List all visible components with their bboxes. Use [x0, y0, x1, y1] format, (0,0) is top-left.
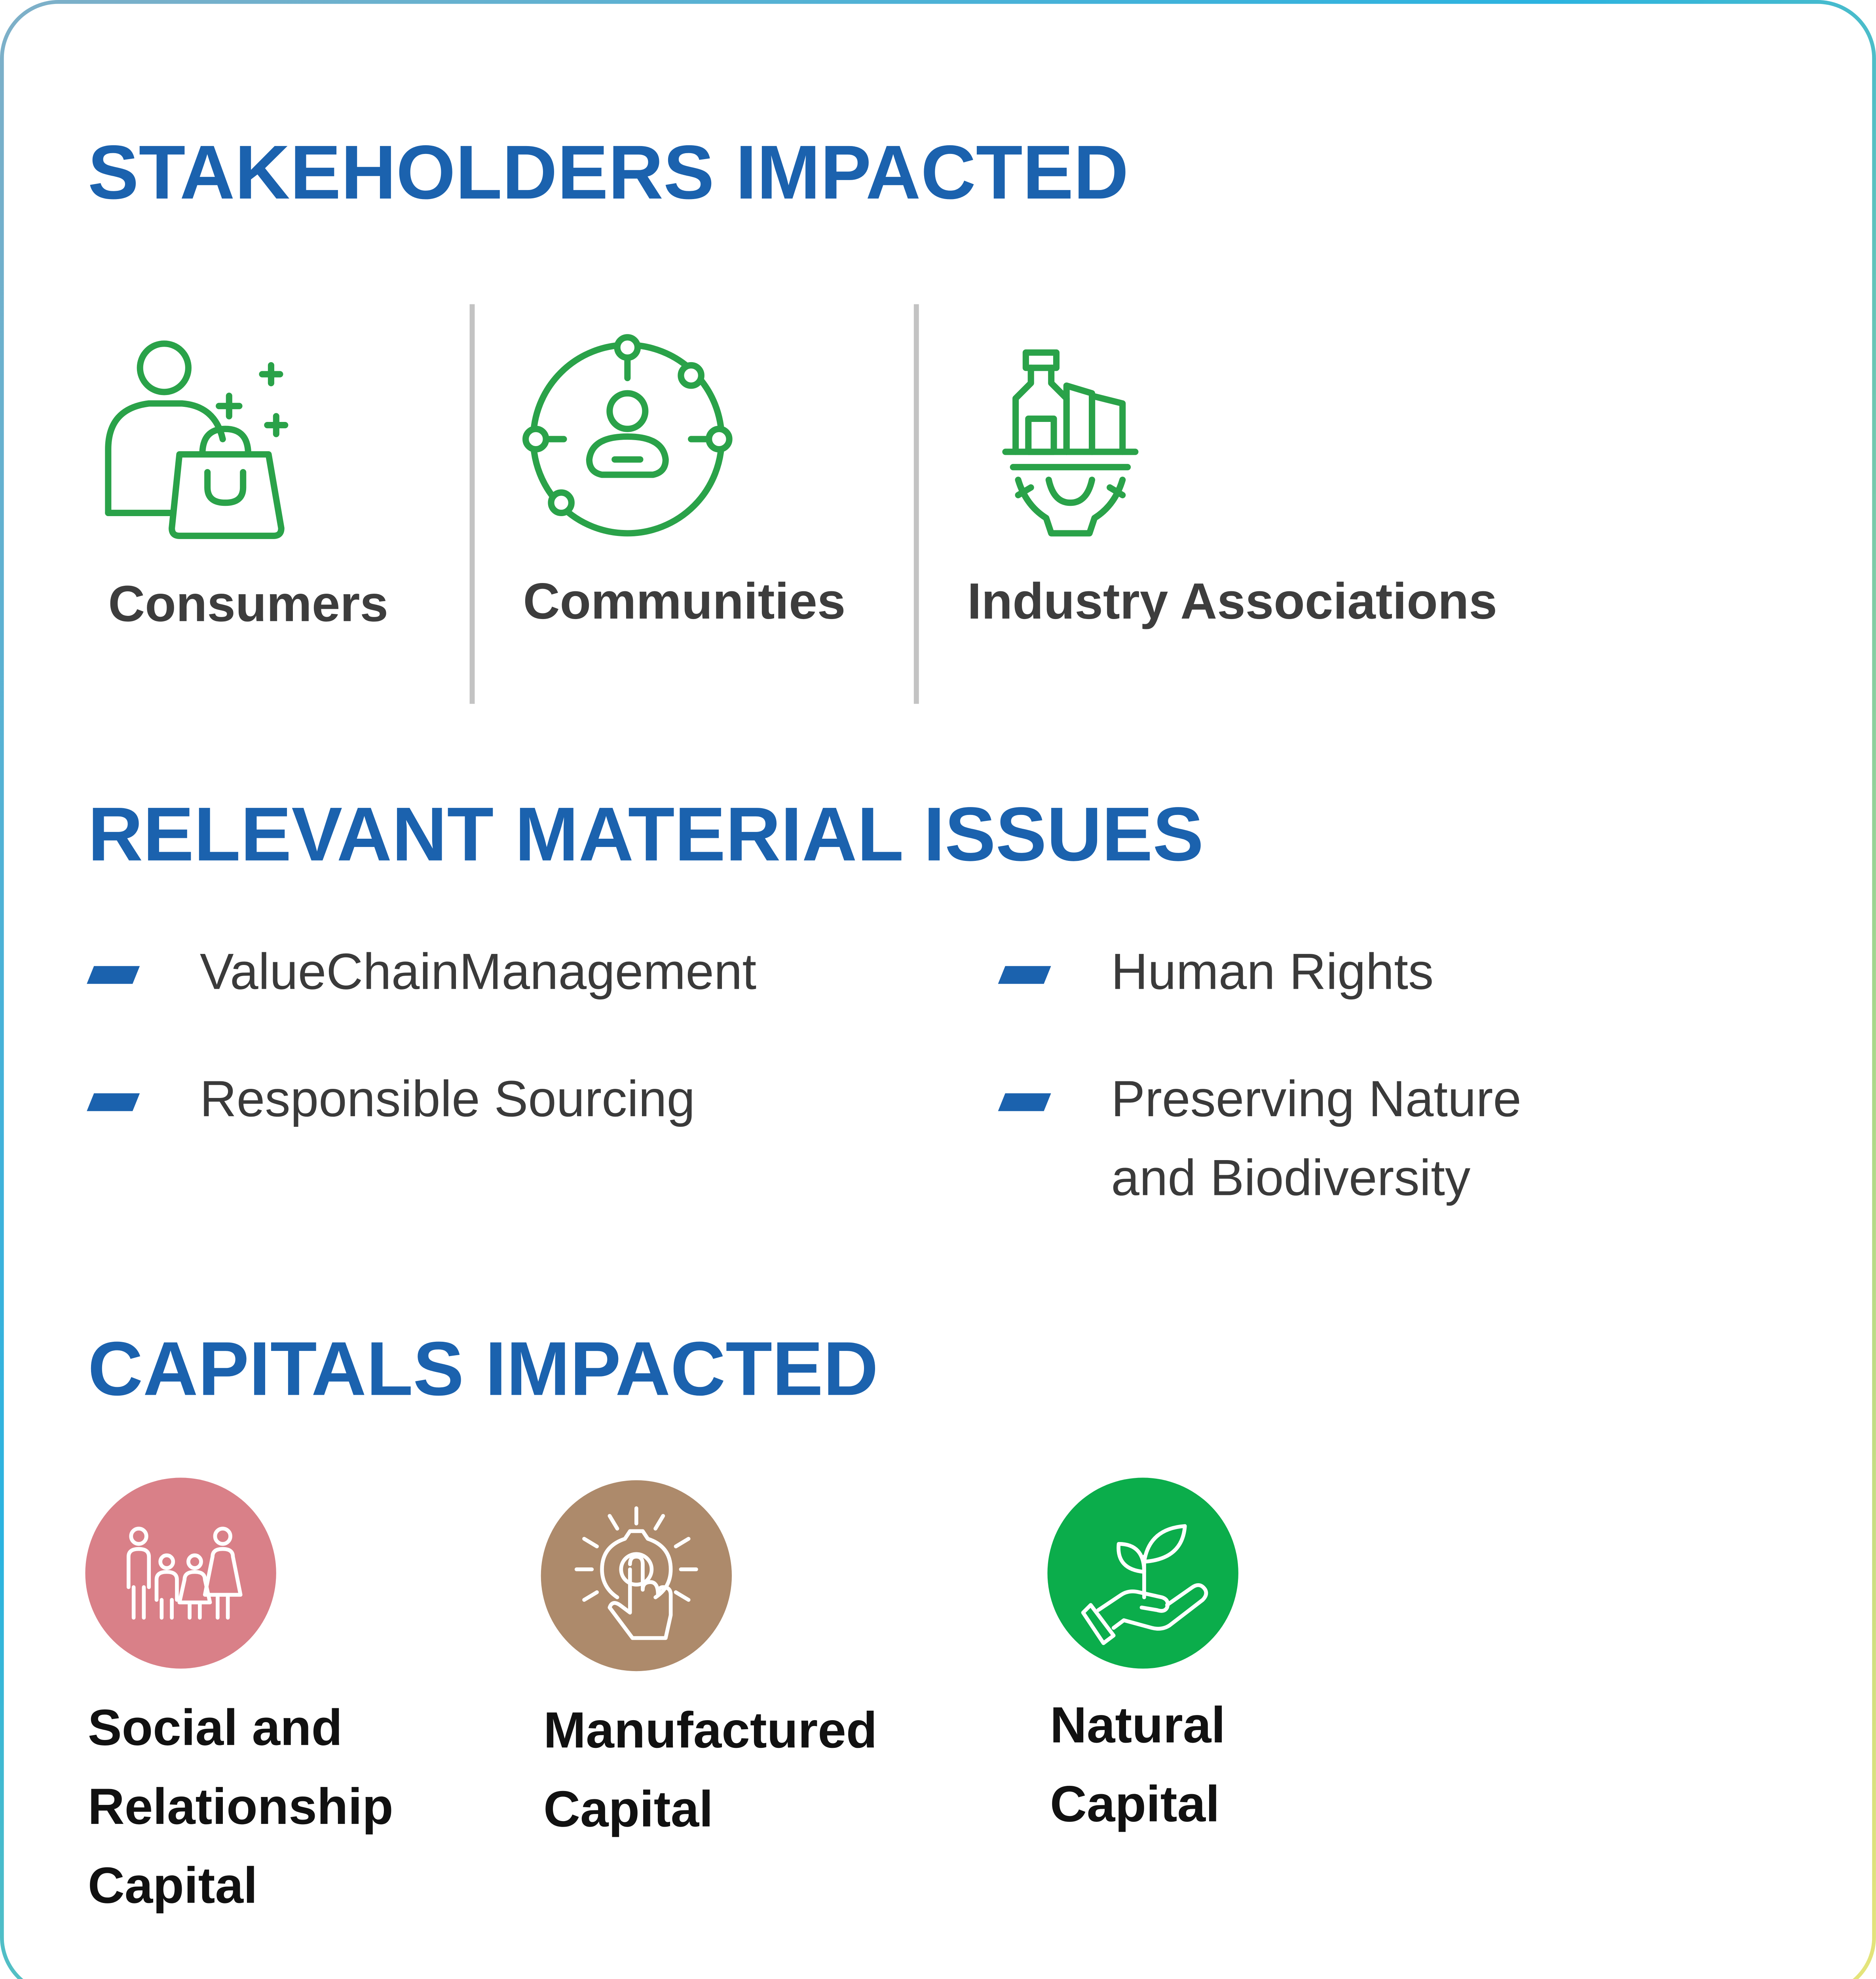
manufactured-capital-badge — [541, 1480, 732, 1671]
issue-responsible-sourcing: Responsible Sourcing — [200, 1060, 695, 1139]
issue-text: Human Rights — [1111, 944, 1434, 1001]
stakeholder-label-industry-associations: Industry Associations — [967, 574, 1497, 630]
cap-label-line: Natural — [1050, 1698, 1226, 1754]
stakeholder-label-communities: Communities — [523, 574, 846, 630]
stakeholder-industry-associations: Industry Associations — [919, 304, 1632, 707]
issue-bullet — [87, 1093, 140, 1111]
cap-label-line: Social and — [87, 1700, 343, 1757]
stakeholder-divider-2 — [913, 304, 919, 704]
natural-capital-badge — [1047, 1478, 1238, 1669]
material-issues-title: RELEVANT MATERIAL ISSUES — [87, 792, 1204, 877]
issue-preserving-nature: Preserving Nature and Biodiversity — [1111, 1060, 1521, 1218]
stakeholder-label-consumers: Consumers — [108, 576, 388, 633]
issue-bullet — [87, 966, 140, 984]
cap-label-line: Capital — [87, 1858, 258, 1914]
issue-text-line2: and Biodiversity — [1111, 1150, 1471, 1207]
community-network-icon — [522, 334, 733, 537]
stakeholders-title: STAKEHOLDERS IMPACTED — [87, 130, 1129, 215]
manufactured-capital-label: Manufactured Capital — [543, 1692, 877, 1850]
industry-factory-gear-icon — [1002, 349, 1139, 537]
hand-plant-icon — [1081, 1524, 1208, 1645]
stakeholder-consumers: Consumers — [4, 304, 470, 707]
stakeholder-communities: Communities — [475, 304, 915, 707]
cap-label-line: Capital — [1050, 1777, 1220, 1833]
social-capital-label: Social and Relationship Capital — [88, 1689, 393, 1926]
cap-label-line: Relationship — [87, 1779, 393, 1836]
stakeholder-divider-1 — [469, 304, 475, 704]
issue-value-chain-management: ValueChainManagement — [200, 933, 756, 1012]
issue-bullet — [998, 966, 1051, 984]
issue-human-rights: Human Rights — [1111, 933, 1434, 1012]
issue-text: Responsible Sourcing — [199, 1071, 695, 1128]
natural-capital-label: Natural Capital — [1050, 1687, 1225, 1844]
issue-text: Preserving Nature — [1111, 1071, 1521, 1128]
issue-bullet — [998, 1093, 1051, 1111]
shopper-bag-icon — [105, 340, 289, 539]
cap-label-line: Capital — [543, 1781, 713, 1838]
social-capital-badge — [85, 1478, 276, 1669]
cap-label-line: Manufactured — [543, 1703, 877, 1759]
family-people-icon — [126, 1527, 243, 1620]
gear-hand-touch-icon — [574, 1506, 698, 1640]
capitals-title: CAPITALS IMPACTED — [87, 1326, 879, 1412]
issue-text: ValueChainManagement — [199, 944, 757, 1001]
